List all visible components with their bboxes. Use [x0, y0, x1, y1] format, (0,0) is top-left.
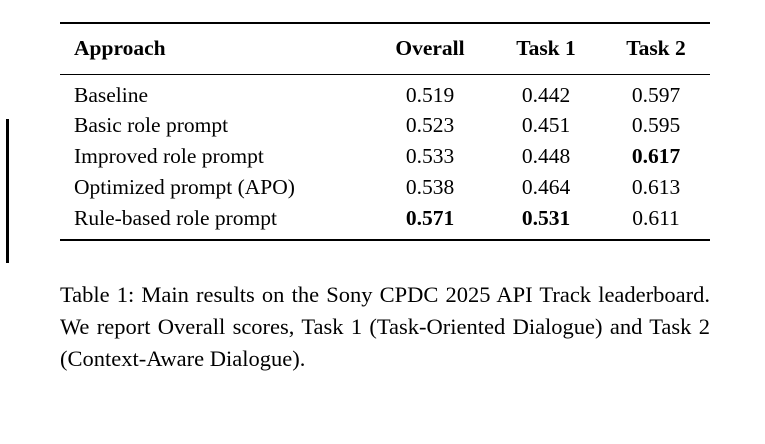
cell-task2: 0.611 — [632, 205, 680, 230]
table-header-row: Approach Overall Task 1 Task 2 — [60, 23, 710, 75]
cell-task1-best: 0.531 — [521, 205, 571, 230]
table-header-approach: Approach — [60, 23, 370, 75]
results-table-body: Baseline 0.519 0.442 0.597 Basic role pr… — [60, 74, 710, 240]
table-header-overall: Overall — [370, 23, 490, 75]
cell-task1: 0.448 — [521, 144, 571, 169]
table-caption: Table 1: Main results on the Sony CPDC 2… — [60, 282, 710, 372]
cell-task1: 0.442 — [521, 82, 571, 107]
cell-task1: 0.464 — [521, 174, 571, 199]
results-table: Approach Overall Task 1 Task 2 Baseline … — [60, 22, 710, 242]
table-header-task1: Task 1 — [490, 23, 602, 75]
cell-overall-best: 0.571 — [405, 205, 455, 230]
table-row: Improved role prompt 0.533 0.448 0.617 — [60, 141, 710, 172]
page-column-edge-rule — [6, 119, 9, 263]
cell-approach: Baseline — [74, 82, 149, 107]
table-row: Basic role prompt 0.523 0.451 0.595 — [60, 110, 710, 141]
cell-approach: Optimized prompt (APO) — [74, 174, 295, 199]
table-header-task2: Task 2 — [602, 23, 710, 75]
table-row: Baseline 0.519 0.442 0.597 — [60, 74, 710, 110]
cell-overall: 0.538 — [405, 174, 455, 199]
cell-task2-best: 0.617 — [631, 144, 681, 169]
paper-table-figure: Approach Overall Task 1 Task 2 Baseline … — [60, 22, 710, 398]
cell-task1: 0.451 — [521, 113, 571, 138]
cell-overall: 0.523 — [405, 113, 455, 138]
cell-task2: 0.597 — [631, 82, 681, 107]
table-row: Optimized prompt (APO) 0.538 0.464 0.613 — [60, 172, 710, 203]
cell-approach: Improved role prompt — [74, 144, 264, 169]
cell-task2: 0.595 — [631, 113, 681, 138]
cell-overall: 0.533 — [405, 144, 455, 169]
results-table-header: Approach Overall Task 1 Task 2 — [60, 23, 710, 75]
cell-overall: 0.519 — [405, 82, 455, 107]
cell-approach: Rule-based role prompt — [74, 205, 278, 230]
cell-task2: 0.613 — [631, 174, 681, 199]
table-row: Rule-based role prompt 0.571 0.531 0.611 — [60, 203, 710, 241]
cell-approach: Basic role prompt — [74, 113, 229, 138]
